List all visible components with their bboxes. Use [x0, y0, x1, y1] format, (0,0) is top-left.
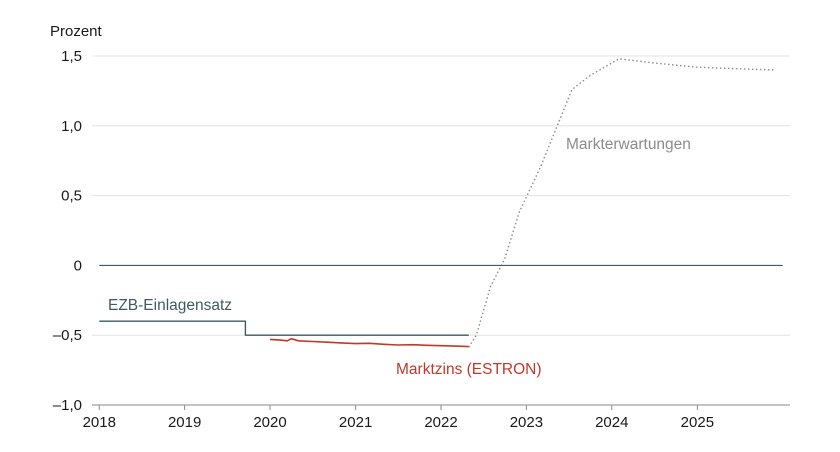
series-line-market-expectations [468, 58, 776, 348]
x-tick-label: 2018 [83, 414, 116, 431]
series-label-estron: Marktzins (ESTRON) [396, 361, 542, 378]
series-label-market: Markterwartungen [566, 136, 691, 153]
y-axis-unit-label: Prozent [50, 23, 103, 40]
series-labels: EZB-Einlagensatz Marktzins (ESTRON) Mark… [108, 136, 691, 378]
x-tick-label: 2024 [595, 414, 628, 431]
y-tick-label: 1,0 [61, 118, 82, 135]
axes: Prozent –1,0 –0,5 0 0,5 1,0 1,5 2018 2019 2020 20… [50, 23, 790, 431]
y-tick-label: 0 [74, 257, 82, 274]
series-line-ezb [99, 320, 469, 336]
x-tick-label: 2022 [424, 414, 457, 431]
x-tick-label: 2020 [253, 414, 286, 431]
x-tick-label: 2019 [168, 414, 201, 431]
x-tick-label: 2023 [510, 414, 543, 431]
y-tick-label: 0,5 [61, 188, 82, 205]
y-tick-label: –1,0 [53, 397, 82, 414]
series-layer [99, 58, 783, 348]
y-tick-label: 1,5 [61, 48, 82, 65]
series-label-ezb: EZB-Einlagensatz [108, 297, 232, 314]
x-tick-label: 2025 [681, 414, 714, 431]
x-tick-label: 2021 [339, 414, 372, 431]
y-tick-label: –0,5 [53, 327, 82, 344]
series-line-estron [269, 337, 469, 348]
grid [92, 55, 790, 336]
